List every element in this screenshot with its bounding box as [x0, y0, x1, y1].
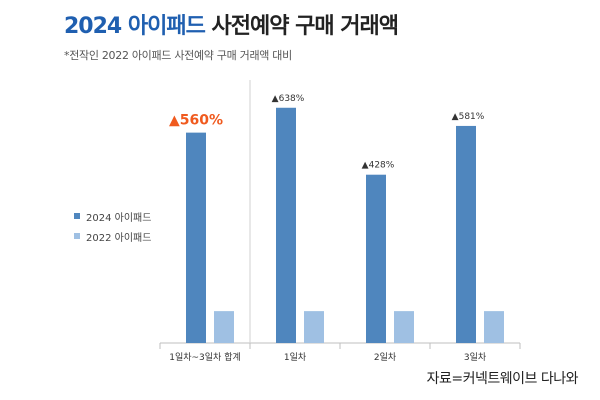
bar-2022-3 [484, 311, 504, 343]
chart-title-rest: 사전예약 구매 거래액 [211, 14, 399, 39]
legend-swatch-2022 [74, 233, 80, 239]
chart-subtitle: *전작인 2022 아이패드 사전예약 구매 거래액 대비 [64, 49, 292, 62]
legend-item-2024: 2024 아이패드 [74, 206, 151, 226]
data-label-1: ▲638% [272, 94, 305, 104]
legend: 2024 아이패드 2022 아이패드 [74, 206, 151, 246]
bar-2024-3 [456, 125, 476, 344]
x-tick-label-1: 1일차 [284, 351, 307, 363]
chart-title-accent: 2024 아이패드 [64, 14, 206, 39]
bar-2024-2 [366, 174, 386, 343]
legend-item-2022: 2022 아이패드 [74, 226, 151, 246]
x-tick-label-3: 3일차 [464, 351, 487, 363]
source-note: 자료=커넥트웨이브 다나와 [426, 371, 579, 387]
chart-title: 2024 아이패드 사전예약 구매 거래액 [64, 8, 399, 40]
legend-label-2022: 2022 아이패드 [86, 232, 152, 244]
data-label-3: ▲581% [452, 112, 485, 122]
bar-2024-0 [186, 132, 206, 343]
data-label-2: ▲428% [362, 161, 395, 171]
bar-2022-2 [394, 311, 414, 343]
bar-2024-1 [276, 107, 296, 343]
bar-2022-1 [304, 311, 324, 343]
x-tick-label-2: 2일차 [374, 351, 397, 363]
data-label-0: ▲560% [169, 113, 223, 129]
legend-label-2024: 2024 아이패드 [86, 212, 152, 224]
bar-2022-0 [214, 311, 234, 343]
x-tick-label-0: 1일차~3일차 합계 [169, 351, 241, 363]
legend-swatch-2024 [74, 213, 80, 219]
